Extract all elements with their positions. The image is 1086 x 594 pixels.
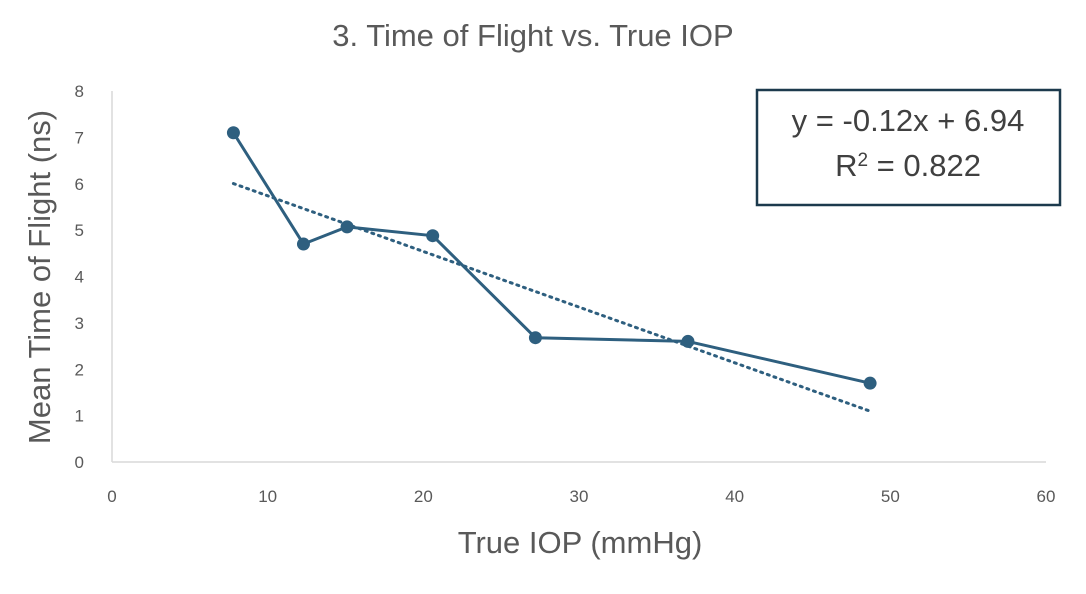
- x-tick-label: 60: [1037, 487, 1056, 506]
- series-1: [226, 126, 877, 390]
- x-tick-label: 50: [881, 487, 900, 506]
- x-tick-label: 40: [725, 487, 744, 506]
- y-tick-label: 3: [75, 314, 84, 333]
- y-tick-label: 0: [75, 453, 84, 472]
- y-axis-title: Mean Time of Flight (ns): [22, 110, 57, 444]
- chart-title: 3. Time of Flight vs. True IOP: [332, 18, 733, 53]
- y-tick-label: 2: [75, 360, 84, 379]
- data-point: [528, 331, 542, 345]
- equation-box-frame: [755, 88, 1062, 207]
- r-squared-r: R: [835, 148, 857, 183]
- r-squared-exponent: 2: [857, 150, 868, 171]
- r-squared-value: = 0.822: [868, 148, 981, 183]
- y-tick-label: 8: [75, 82, 84, 101]
- x-axis-ticks: 0 10 20 30 40 50 60: [107, 487, 1055, 506]
- data-point: [681, 334, 695, 348]
- data-point: [340, 220, 354, 234]
- y-tick-label: 4: [75, 268, 84, 287]
- x-tick-label: 0: [107, 487, 116, 506]
- r-squared-label: R2 = 0.822: [835, 148, 981, 183]
- y-tick-label: 7: [75, 128, 84, 147]
- y-axis-ticks: 0 1 2 3 4 5 6 7 8: [75, 82, 84, 472]
- x-tick-label: 10: [258, 487, 277, 506]
- y-tick-label: 6: [75, 175, 84, 194]
- data-point: [226, 126, 240, 140]
- data-point: [426, 229, 440, 243]
- y-tick-label: 5: [75, 221, 84, 240]
- equation-box: y = -0.12x + 6.94 R2 = 0.822: [755, 88, 1062, 207]
- x-tick-label: 20: [414, 487, 433, 506]
- trendline-equation: y = -0.12x + 6.94: [792, 103, 1025, 138]
- x-axis-title: True IOP (mmHg): [458, 525, 703, 560]
- x-tick-label: 30: [570, 487, 589, 506]
- data-point: [296, 237, 310, 251]
- y-tick-label: 1: [75, 407, 84, 426]
- data-point: [863, 376, 877, 390]
- trendline: [231, 182, 872, 413]
